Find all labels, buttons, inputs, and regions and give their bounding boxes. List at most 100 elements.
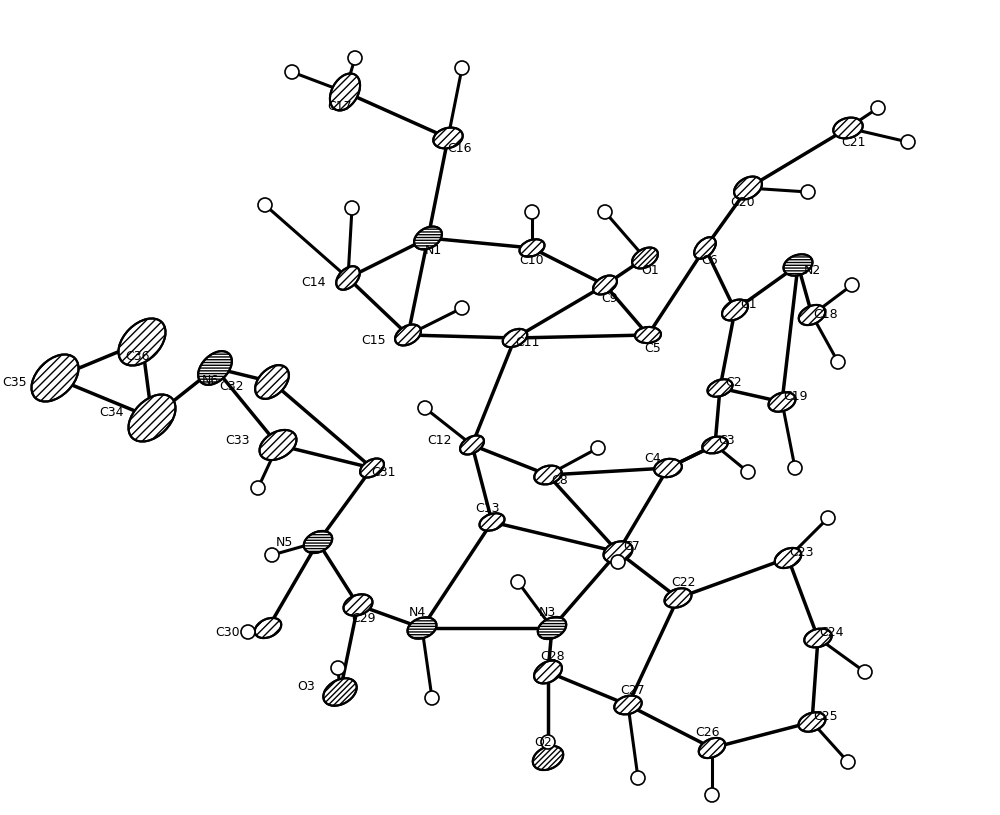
Ellipse shape [128, 394, 176, 442]
Ellipse shape [331, 661, 345, 675]
Text: C36: C36 [125, 350, 149, 363]
Ellipse shape [775, 548, 801, 568]
Ellipse shape [255, 365, 289, 399]
Text: C15: C15 [362, 333, 386, 346]
Ellipse shape [414, 227, 442, 249]
Ellipse shape [433, 128, 463, 148]
Ellipse shape [260, 430, 296, 460]
Text: C29: C29 [351, 611, 375, 624]
Ellipse shape [511, 575, 525, 589]
Ellipse shape [699, 738, 725, 758]
Ellipse shape [343, 594, 373, 615]
Text: C32: C32 [220, 381, 244, 394]
Ellipse shape [336, 267, 360, 290]
Ellipse shape [258, 198, 272, 212]
Text: C19: C19 [784, 390, 808, 403]
Text: C33: C33 [226, 434, 250, 447]
Text: C2: C2 [726, 377, 742, 390]
Text: C20: C20 [731, 196, 755, 209]
Text: C9: C9 [602, 292, 618, 305]
Ellipse shape [833, 117, 863, 139]
Ellipse shape [304, 531, 332, 553]
Text: N3: N3 [538, 606, 556, 619]
Text: C10: C10 [520, 254, 544, 267]
Ellipse shape [330, 73, 360, 111]
Ellipse shape [593, 275, 617, 294]
Ellipse shape [664, 588, 692, 608]
Ellipse shape [503, 329, 527, 347]
Ellipse shape [821, 511, 835, 525]
Ellipse shape [425, 691, 439, 705]
Text: C22: C22 [671, 576, 695, 589]
Ellipse shape [705, 788, 719, 802]
Ellipse shape [845, 278, 859, 292]
Ellipse shape [538, 617, 566, 639]
Ellipse shape [251, 481, 265, 495]
Ellipse shape [768, 392, 796, 412]
Text: C24: C24 [820, 627, 844, 640]
Ellipse shape [241, 625, 255, 639]
Text: C25: C25 [814, 711, 838, 724]
Text: C28: C28 [541, 650, 565, 663]
Ellipse shape [534, 660, 562, 684]
Ellipse shape [533, 746, 563, 770]
Text: C30: C30 [216, 627, 240, 640]
Ellipse shape [31, 355, 79, 402]
Text: C21: C21 [841, 135, 865, 148]
Ellipse shape [603, 541, 633, 562]
Text: O3: O3 [297, 681, 315, 694]
Text: C34: C34 [100, 407, 124, 420]
Ellipse shape [702, 437, 728, 453]
Text: C1: C1 [741, 298, 757, 311]
Text: C6: C6 [702, 254, 718, 267]
Ellipse shape [858, 665, 872, 679]
Text: C18: C18 [814, 309, 838, 321]
Ellipse shape [360, 459, 384, 478]
Text: N2: N2 [803, 263, 821, 276]
Ellipse shape [519, 240, 545, 257]
Ellipse shape [798, 712, 826, 732]
Ellipse shape [323, 678, 357, 706]
Text: C5: C5 [645, 342, 661, 355]
Ellipse shape [455, 61, 469, 75]
Ellipse shape [265, 548, 279, 562]
Ellipse shape [783, 254, 813, 275]
Text: C8: C8 [552, 474, 568, 487]
Text: C26: C26 [695, 726, 719, 739]
Ellipse shape [455, 301, 469, 315]
Ellipse shape [395, 324, 421, 346]
Ellipse shape [901, 135, 915, 149]
Ellipse shape [598, 205, 612, 219]
Ellipse shape [734, 177, 762, 200]
Ellipse shape [348, 51, 362, 65]
Text: C4: C4 [645, 452, 661, 465]
Ellipse shape [841, 755, 855, 769]
Text: C27: C27 [621, 684, 645, 697]
Ellipse shape [801, 185, 815, 199]
Text: C23: C23 [790, 547, 814, 560]
Ellipse shape [871, 101, 885, 115]
Text: C14: C14 [302, 276, 326, 289]
Text: O1: O1 [641, 265, 659, 277]
Ellipse shape [198, 351, 232, 385]
Ellipse shape [799, 305, 825, 325]
Ellipse shape [831, 355, 845, 369]
Text: C16: C16 [448, 142, 472, 155]
Ellipse shape [654, 459, 682, 478]
Ellipse shape [541, 735, 555, 749]
Ellipse shape [614, 695, 642, 715]
Ellipse shape [722, 300, 748, 320]
Ellipse shape [707, 379, 733, 397]
Text: N6: N6 [201, 375, 219, 387]
Ellipse shape [611, 555, 625, 569]
Text: C3: C3 [719, 434, 735, 447]
Ellipse shape [635, 327, 661, 343]
Ellipse shape [632, 248, 658, 268]
Text: C31: C31 [372, 466, 396, 479]
Ellipse shape [285, 65, 299, 79]
Ellipse shape [118, 319, 166, 366]
Ellipse shape [591, 441, 605, 455]
Ellipse shape [525, 205, 539, 219]
Text: N4: N4 [408, 606, 426, 619]
Ellipse shape [631, 771, 645, 785]
